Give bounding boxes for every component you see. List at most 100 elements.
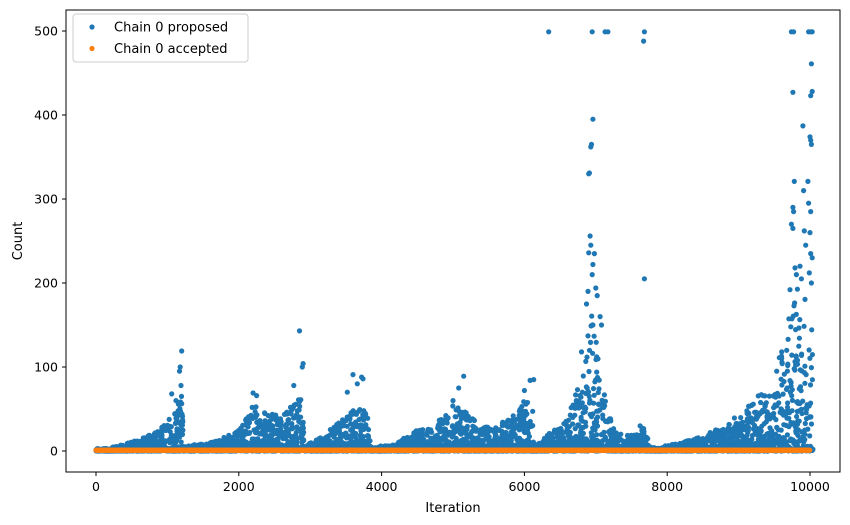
- proposed-point: [785, 336, 791, 342]
- proposed-point: [142, 438, 148, 444]
- proposed-point: [787, 378, 793, 384]
- proposed-point: [178, 419, 185, 425]
- proposed-point: [769, 435, 775, 442]
- proposed-point: [473, 425, 479, 432]
- proposed-point: [788, 419, 794, 426]
- proposed-point: [570, 421, 576, 427]
- proposed-point: [158, 429, 165, 435]
- proposed-point: [521, 399, 527, 405]
- proposed-point: [706, 432, 712, 439]
- proposed-point: [363, 411, 369, 418]
- proposed-point: [334, 437, 340, 443]
- proposed-point: [808, 400, 814, 406]
- proposed-point: [797, 400, 803, 407]
- proposed-point: [753, 440, 759, 446]
- proposed-point: [746, 403, 753, 409]
- proposed-point: [625, 436, 631, 442]
- proposed-point: [809, 327, 815, 333]
- proposed-point: [596, 377, 602, 383]
- proposed-point: [221, 437, 227, 443]
- proposed-point: [441, 433, 447, 439]
- proposed-point: [579, 389, 586, 395]
- proposed-point: [584, 354, 590, 360]
- proposed-point: [252, 409, 258, 415]
- proposed-point: [574, 387, 581, 393]
- proposed-point: [802, 363, 808, 369]
- proposed-point: [694, 440, 701, 446]
- proposed-point: [355, 423, 362, 429]
- proposed-point: [450, 403, 456, 409]
- proposed-point: [712, 439, 718, 445]
- proposed-point: [327, 432, 333, 438]
- proposed-point: [267, 427, 273, 433]
- proposed-point: [809, 377, 816, 383]
- proposed-point: [798, 388, 804, 394]
- proposed-point: [794, 286, 801, 292]
- proposed-point: [614, 437, 621, 443]
- proposed-point: [713, 427, 719, 433]
- proposed-point: [300, 419, 306, 425]
- proposed-point: [276, 422, 282, 428]
- proposed-point: [291, 402, 297, 408]
- proposed-point: [802, 427, 808, 433]
- proposed-point: [684, 439, 690, 445]
- proposed-point: [793, 362, 799, 368]
- proposed-point: [738, 432, 744, 438]
- proposed-point: [556, 436, 562, 442]
- proposed-point: [775, 437, 781, 443]
- proposed-point: [294, 412, 300, 418]
- proposed-point: [796, 335, 803, 341]
- proposed-point: [726, 422, 732, 428]
- proposed-point: [293, 441, 299, 447]
- proposed-point: [519, 410, 525, 417]
- proposed-point: [580, 405, 587, 411]
- proposed-point: [783, 386, 790, 392]
- proposed-point: [300, 423, 306, 429]
- proposed-point: [690, 438, 696, 444]
- proposed-point: [789, 352, 795, 358]
- proposed-point: [592, 421, 598, 427]
- proposed-point: [749, 420, 756, 426]
- proposed-point: [715, 433, 722, 439]
- proposed-point: [597, 407, 603, 413]
- proposed-point: [437, 429, 443, 435]
- proposed-point: [591, 333, 597, 339]
- proposed-point: [745, 427, 752, 433]
- proposed-point: [158, 435, 164, 441]
- proposed-point: [774, 368, 780, 374]
- proposed-point: [322, 436, 328, 442]
- proposed-point: [752, 425, 758, 431]
- proposed-point: [798, 352, 805, 358]
- proposed-point: [254, 440, 260, 446]
- proposed-point: [762, 404, 768, 410]
- proposed-point: [525, 427, 531, 433]
- proposed-point: [639, 427, 645, 434]
- proposed-point: [210, 440, 216, 446]
- proposed-point: [611, 426, 617, 432]
- proposed-point: [578, 417, 584, 423]
- proposed-point: [744, 408, 750, 414]
- proposed-point: [424, 439, 430, 445]
- proposed-point: [273, 412, 279, 418]
- proposed-point: [519, 404, 525, 410]
- proposed-point: [578, 430, 584, 436]
- proposed-point: [595, 414, 601, 420]
- proposed-point: [807, 355, 813, 361]
- proposed-point: [162, 425, 168, 431]
- proposed-point: [272, 437, 278, 444]
- proposed-point: [758, 392, 764, 398]
- proposed-point: [499, 428, 505, 435]
- proposed-point: [781, 371, 787, 377]
- proposed-point: [808, 421, 815, 427]
- proposed-point: [293, 432, 299, 438]
- proposed-point: [703, 437, 709, 443]
- proposed-point: [453, 407, 459, 413]
- proposed-point: [723, 428, 729, 434]
- proposed-point: [680, 441, 686, 447]
- proposed-point: [173, 415, 179, 421]
- proposed-point: [435, 425, 441, 431]
- proposed-point: [443, 419, 449, 425]
- proposed-point: [330, 426, 337, 433]
- proposed-point: [457, 420, 463, 426]
- proposed-point: [549, 434, 555, 440]
